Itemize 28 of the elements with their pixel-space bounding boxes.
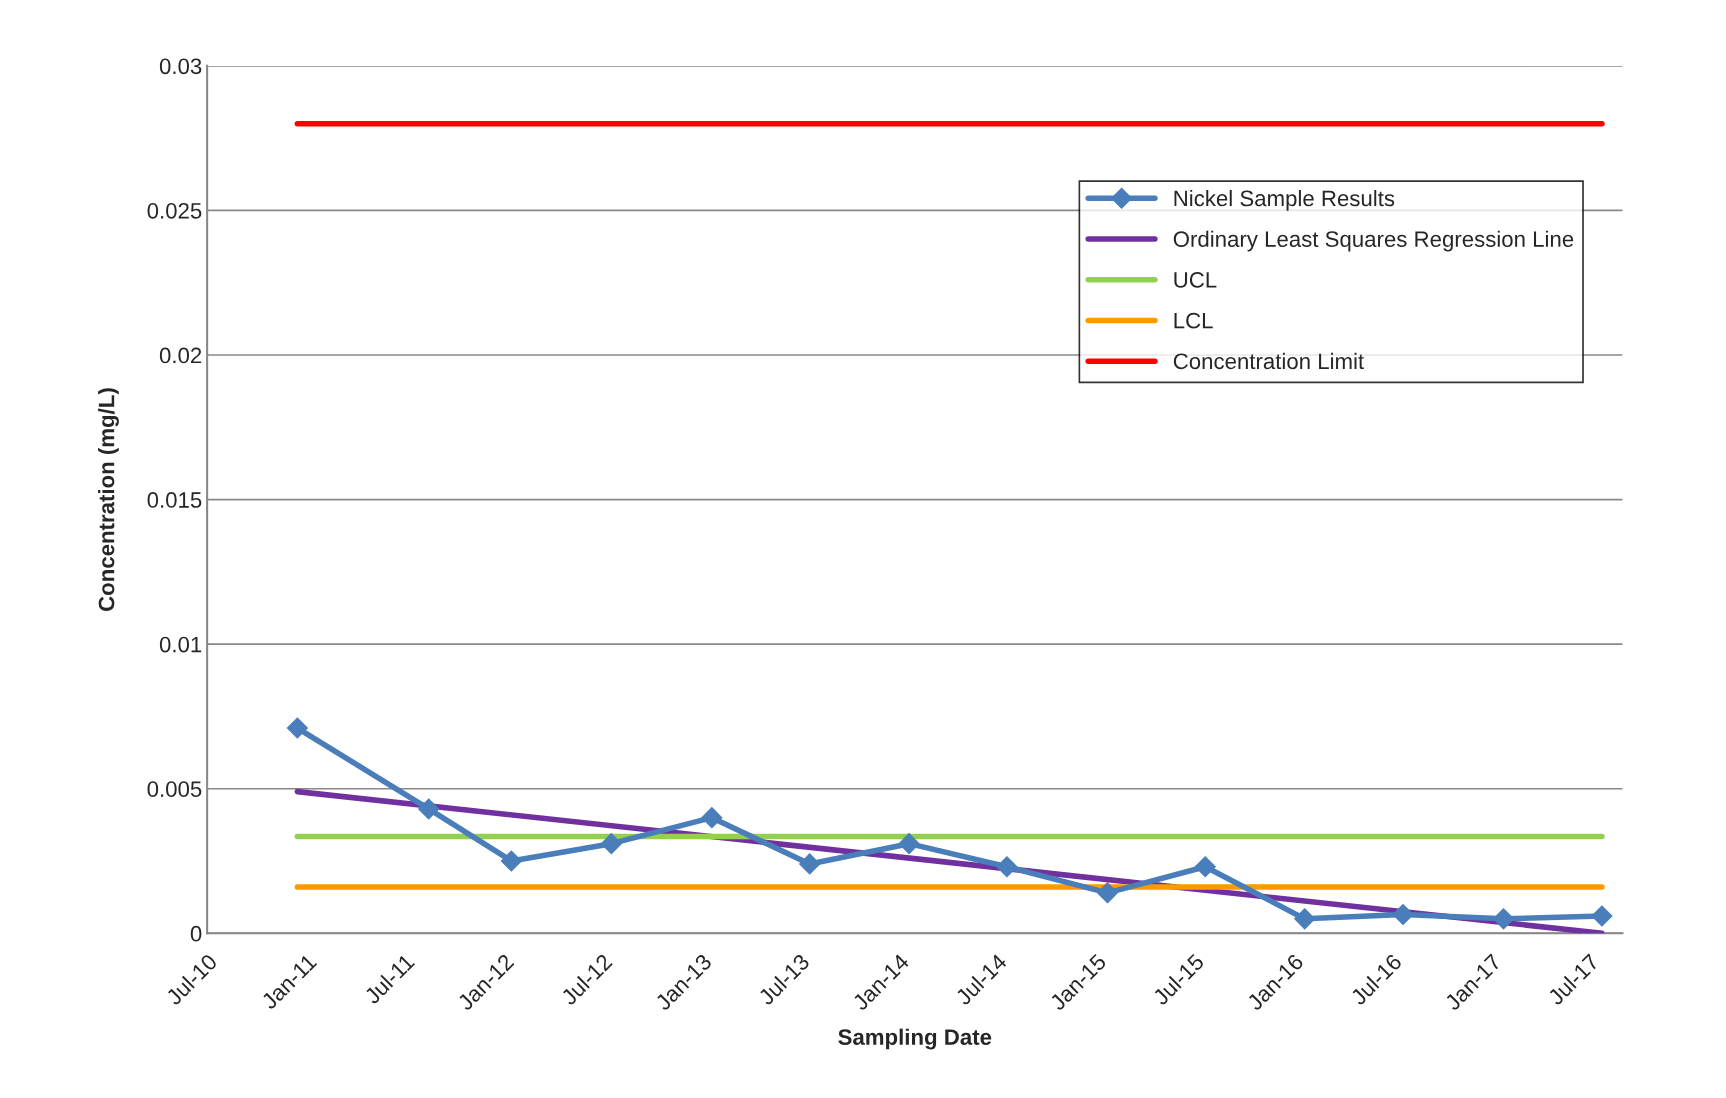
y-tick-label: 0.03 xyxy=(159,58,202,75)
y-tick-label: 0.01 xyxy=(159,636,202,653)
point xyxy=(898,833,920,855)
y-tick-label: 0.005 xyxy=(147,781,202,797)
point xyxy=(1294,908,1316,930)
point xyxy=(1096,882,1118,904)
y-axis-title: Concentration (mg/L) xyxy=(98,388,119,612)
y-tick-label: 0.02 xyxy=(159,347,202,364)
legend-label: Ordinary Least Squares Regression Line xyxy=(1173,230,1574,252)
point xyxy=(600,833,622,855)
legend-label: Nickel Sample Results xyxy=(1174,189,1395,211)
y-tick-label: 0 xyxy=(190,925,202,942)
x-axis-title: Sampling Date xyxy=(838,1028,992,1050)
legend-label: LCL xyxy=(1174,312,1213,329)
point xyxy=(1493,908,1515,930)
point xyxy=(418,798,440,820)
legend-label: Concentration Limit xyxy=(1173,352,1364,370)
legend-label: UCL xyxy=(1174,271,1217,288)
point xyxy=(500,850,522,872)
point xyxy=(996,856,1018,878)
point xyxy=(286,717,308,739)
y-tick-label: 0.025 xyxy=(147,202,202,219)
point xyxy=(799,853,821,875)
y-tick-label: 0.015 xyxy=(147,492,202,508)
point xyxy=(1392,903,1414,926)
point xyxy=(1591,905,1613,927)
point xyxy=(701,807,723,829)
point xyxy=(1194,856,1216,878)
